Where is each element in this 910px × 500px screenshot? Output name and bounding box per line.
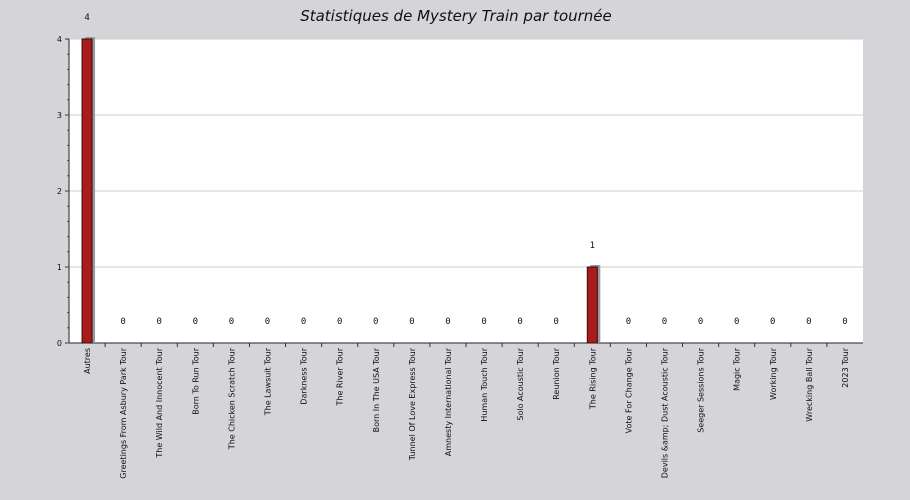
data-label: 0: [517, 317, 522, 327]
x-tick-label: Magic Tour: [733, 347, 742, 391]
x-tick-label: The Wild And Innocent Tour: [155, 347, 164, 458]
x-tick-label: Human Touch Tour: [480, 347, 489, 421]
data-label: 0: [301, 317, 306, 327]
data-label: 0: [626, 317, 631, 327]
x-tick-label: The Chicken Scratch Tour: [227, 347, 236, 450]
x-tick-label: Autres: [83, 348, 92, 374]
data-label: 0: [698, 317, 703, 327]
y-tick-label: 4: [57, 35, 62, 44]
data-label: 0: [445, 317, 450, 327]
x-tick-label: Reunion Tour: [552, 347, 561, 399]
x-tick-label: Solo Acoustic Tour: [516, 347, 525, 420]
x-tick-label: Born In The USA Tour: [372, 347, 381, 432]
data-label: 0: [265, 317, 270, 327]
data-label: 0: [120, 317, 125, 327]
x-tick-label: The Lawsuit Tour: [264, 347, 273, 416]
x-tick-label: Working Tour: [769, 347, 778, 400]
x-tick-label: Darkness Tour: [300, 347, 309, 404]
x-tick-label: Amnesty International Tour: [444, 347, 453, 456]
x-tick-label: Devils &amp; Dust Acoustic Tour: [661, 347, 670, 478]
data-label: 0: [662, 317, 667, 327]
y-tick-label: 1: [57, 263, 62, 272]
x-tick-label: 2023 Tour: [841, 347, 850, 387]
data-label: 0: [373, 317, 378, 327]
y-tick-label: 0: [57, 339, 62, 348]
data-label: 0: [554, 317, 559, 327]
data-label: 0: [157, 317, 162, 327]
data-label: 0: [842, 317, 847, 327]
x-tick-label: Seeger Sessions Tour: [697, 347, 706, 432]
x-tick-label: Greetings From Asbury Park Tour: [119, 347, 128, 478]
data-label: 1: [590, 241, 595, 251]
y-tick-label: 2: [57, 187, 62, 196]
data-label: 0: [481, 317, 486, 327]
x-tick-label: Tunnel Of Love Express Tour: [408, 347, 417, 461]
x-tick-label: The River Tour: [336, 347, 345, 406]
data-label: 4: [84, 13, 89, 23]
x-tick-label: The Rising Tour: [588, 347, 597, 410]
x-tick-label: Vote For Change Tour: [624, 347, 633, 433]
y-tick-label: 3: [57, 111, 62, 120]
data-label: 0: [193, 317, 198, 327]
chart-title: Statistiques de Mystery Train par tourné…: [300, 7, 612, 25]
data-label: 0: [770, 317, 775, 327]
x-tick-label: Wrecking Ball Tour: [805, 347, 814, 421]
data-label: 0: [409, 317, 414, 327]
bar: [586, 266, 598, 344]
bar: [81, 38, 93, 344]
data-label: 0: [337, 317, 342, 327]
data-label: 0: [229, 317, 234, 327]
data-label: 0: [806, 317, 811, 327]
data-label: 0: [734, 317, 739, 327]
x-tick-label: Born To Run Tour: [191, 347, 200, 414]
